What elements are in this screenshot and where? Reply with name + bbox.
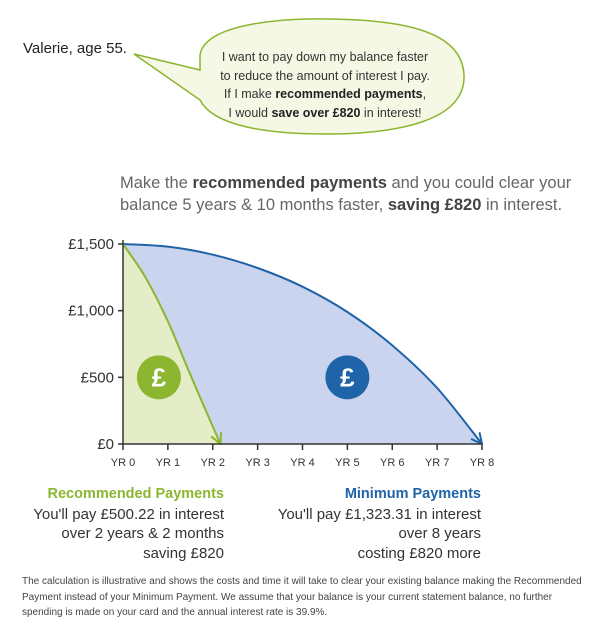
minimum-line-3: costing £820 more (357, 544, 481, 562)
pound-badge-1 (325, 355, 370, 400)
balance-chart: £0 £500 £1,000 £1,500 YR 0 YR 1 YR 2 YR 3 YR 4 YR… (68, 236, 494, 469)
recommended-summary: Recommended Payments You'll pay £500.22 … (10, 485, 224, 563)
footnote: The calculation is illustrative and show… (22, 576, 582, 618)
pound-icon-1: £ (340, 362, 355, 392)
recommended-line-2: over 2 years & 2 months (61, 525, 224, 542)
recommended-line-1: You'll pay £500.22 in interest (33, 505, 224, 523)
x-tick-label-2: YR 2 (201, 457, 225, 469)
series-line-0 (122, 243, 483, 445)
minimum-line-2: over 8 years (398, 525, 481, 542)
persona-label: Valerie, age 55. (23, 40, 127, 57)
minimum-summary: Minimum Payments You'll pay £1,323.31 in… (250, 485, 481, 563)
speech-bubble-shape (133, 18, 465, 135)
y-tick-label-0: £0 (97, 436, 114, 453)
pound-badge-0 (136, 355, 181, 400)
y-tick-label-1: £500 (81, 369, 114, 386)
x-tick-label-5: YR 5 (335, 457, 359, 469)
x-tick-label-8: YR 8 (470, 457, 494, 469)
headline: Make the recommended payments and you co… (120, 174, 572, 214)
x-tick-label-6: YR 6 (380, 457, 404, 469)
speech-bubble (133, 18, 465, 135)
recommended-title: Recommended Payments (47, 486, 224, 502)
x-tick-label-4: YR 4 (290, 457, 314, 469)
y-tick-label-2: £1,000 (68, 303, 114, 320)
bubble-line-1: I want to pay down my balance faster (221, 50, 429, 64)
bubble-line-4: I would save over £820 in interest! (228, 105, 422, 120)
x-tick-label-7: YR 7 (425, 457, 449, 469)
series-line-1 (122, 243, 222, 445)
minimum-line-1: You'll pay £1,323.31 in interest (277, 505, 481, 523)
minimum-title: Minimum Payments (344, 486, 481, 502)
speech-bubble-text: I want to pay down my balance faster to … (205, 48, 445, 122)
bubble-line-2: to reduce the amount of interest I pay. (220, 68, 430, 83)
y-tick-label-3: £1,500 (68, 236, 114, 253)
pound-icon-0: £ (152, 362, 167, 392)
series-area-0 (123, 244, 482, 444)
bubble-line-3: If I make recommended payments, (223, 87, 427, 101)
x-tick-label-1: YR 1 (156, 457, 180, 469)
recommended-line-3: saving £820 (143, 544, 224, 562)
x-tick-label-0: YR 0 (111, 457, 135, 469)
x-tick-label-3: YR 3 (245, 457, 269, 469)
